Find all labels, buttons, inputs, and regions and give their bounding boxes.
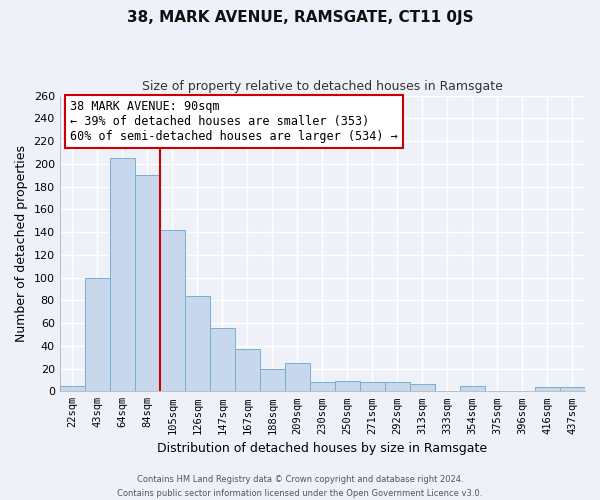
Text: 38, MARK AVENUE, RAMSGATE, CT11 0JS: 38, MARK AVENUE, RAMSGATE, CT11 0JS	[127, 10, 473, 25]
Bar	[110, 158, 135, 392]
Bar	[410, 384, 435, 392]
Bar	[235, 349, 260, 392]
Bar	[385, 382, 410, 392]
Bar	[59, 386, 85, 392]
Bar	[210, 328, 235, 392]
Bar	[310, 382, 335, 392]
Bar	[185, 296, 210, 392]
Bar	[535, 387, 560, 392]
Bar	[285, 363, 310, 392]
Text: Contains HM Land Registry data © Crown copyright and database right 2024.
Contai: Contains HM Land Registry data © Crown c…	[118, 476, 482, 498]
Bar	[160, 230, 185, 392]
Bar	[85, 278, 110, 392]
Text: 38 MARK AVENUE: 90sqm
← 39% of detached houses are smaller (353)
60% of semi-det: 38 MARK AVENUE: 90sqm ← 39% of detached …	[70, 100, 398, 143]
Bar	[135, 175, 160, 392]
Bar	[560, 387, 585, 392]
Bar	[335, 381, 360, 392]
Bar	[260, 368, 285, 392]
X-axis label: Distribution of detached houses by size in Ramsgate: Distribution of detached houses by size …	[157, 442, 487, 455]
Y-axis label: Number of detached properties: Number of detached properties	[15, 145, 28, 342]
Title: Size of property relative to detached houses in Ramsgate: Size of property relative to detached ho…	[142, 80, 503, 93]
Bar	[460, 386, 485, 392]
Bar	[360, 382, 385, 392]
